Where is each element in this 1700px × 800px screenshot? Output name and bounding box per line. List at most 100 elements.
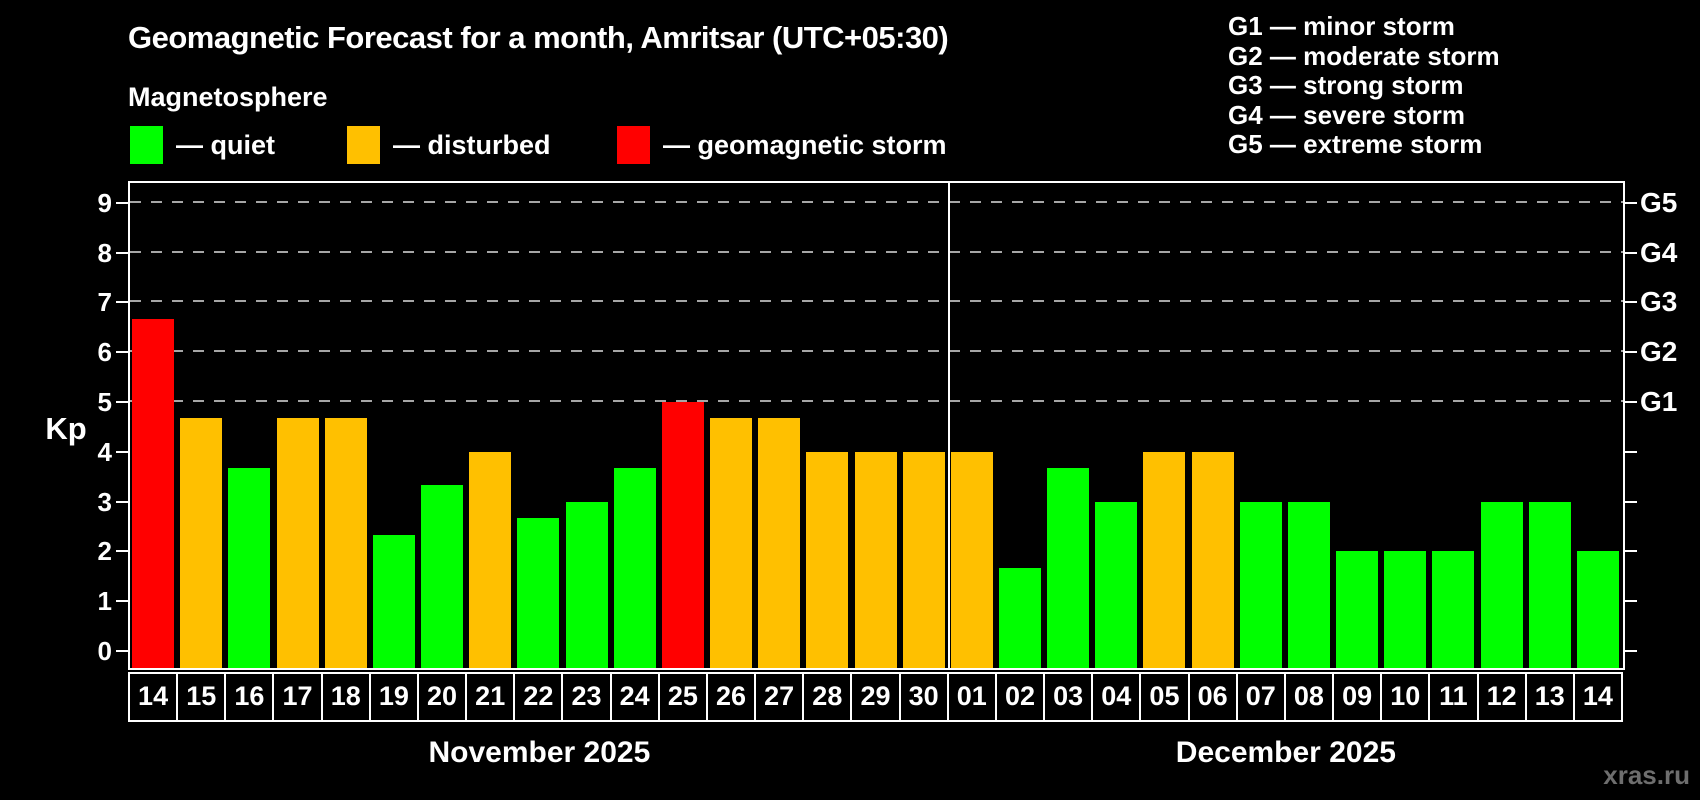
date-label: 25 <box>657 672 708 722</box>
date-label: 14 <box>1572 672 1623 722</box>
kp-gridline <box>130 200 1623 203</box>
legend-label: — disturbed <box>393 130 551 160</box>
y-tick-label: 0 <box>97 636 112 666</box>
kp-bar <box>613 468 656 668</box>
right-axis-tick <box>1624 201 1637 204</box>
kp-bar <box>1336 551 1379 668</box>
date-label: 08 <box>1283 672 1335 722</box>
kp-bar <box>998 567 1041 668</box>
y-tick-label: 4 <box>97 436 112 467</box>
storm-scale-g2: G2 — moderate storm <box>1228 40 1500 71</box>
storm-scale-g1: G1 — minor storm <box>1228 11 1455 41</box>
right-axis-tick <box>1624 500 1637 503</box>
month-label-november: November 2025 <box>428 736 651 769</box>
plot-inner <box>130 183 1623 668</box>
date-label: 04 <box>1091 672 1142 722</box>
kp-bar <box>902 451 945 668</box>
kp-bar <box>324 418 367 668</box>
date-label: 17 <box>272 672 323 722</box>
y-tick-label: 6 <box>97 337 112 368</box>
date-label: 11 <box>1428 672 1479 722</box>
kp-bar <box>469 451 512 668</box>
y-axis-tick <box>116 351 129 354</box>
quiet-color-swatch <box>130 126 163 164</box>
g-scale-label: G1 <box>1640 386 1678 417</box>
date-label: 13 <box>1524 672 1575 722</box>
kp-gridline <box>130 250 1623 253</box>
y-axis-tick <box>116 600 129 603</box>
kp-bar <box>1528 501 1571 668</box>
y-axis-tick <box>116 450 129 453</box>
kp-gridline <box>130 300 1623 303</box>
y-tick-label: 9 <box>97 187 112 218</box>
y-axis-tick <box>116 550 129 553</box>
legend-item-disturbed: — disturbed <box>347 126 551 164</box>
date-label: 28 <box>802 672 853 722</box>
y-tick-label: 8 <box>97 237 112 268</box>
kp-bar <box>1047 468 1090 668</box>
y-tick-label: 3 <box>97 486 112 517</box>
date-label: 07 <box>1235 672 1286 722</box>
right-axis-tick <box>1624 401 1637 403</box>
date-label: 30 <box>898 672 949 722</box>
legend-item-storm: — geomagnetic storm <box>617 126 947 164</box>
kp-bar <box>1287 501 1330 668</box>
kp-bar <box>950 451 993 668</box>
y-tick-label: 1 <box>97 586 112 617</box>
y-axis-tick <box>116 251 129 254</box>
date-label: 29 <box>850 672 901 722</box>
date-label: 06 <box>1187 672 1238 722</box>
y-tick-label: 5 <box>97 387 112 417</box>
chart-subtitle: Magnetosphere <box>128 82 328 112</box>
g-scale-label: G5 <box>1640 186 1678 218</box>
y-axis-tick <box>116 500 129 503</box>
storm-scale-g5: G5 — extreme storm <box>1228 129 1483 159</box>
kp-bar <box>806 451 849 668</box>
plot-area <box>128 181 1625 670</box>
kp-bar <box>1480 501 1523 668</box>
right-axis-tick <box>1624 351 1637 354</box>
right-axis-tick <box>1624 600 1637 603</box>
watermark: xras.ru <box>1603 760 1690 790</box>
kp-bar <box>228 468 271 668</box>
g-scale-label: G4 <box>1640 236 1678 268</box>
y-axis-tick <box>116 301 129 304</box>
right-axis-tick <box>1624 251 1637 254</box>
y-tick-label: 7 <box>97 287 112 318</box>
date-label: 03 <box>1043 672 1094 722</box>
kp-gridline <box>130 350 1623 353</box>
y-axis-tick <box>116 201 129 204</box>
kp-bar <box>854 451 897 668</box>
date-label: 12 <box>1476 672 1527 722</box>
kp-bar <box>1191 451 1234 668</box>
kp-bar <box>276 418 319 668</box>
y-axis-tick <box>116 401 129 403</box>
date-label: 24 <box>609 672 660 722</box>
g-scale-label: G3 <box>1640 286 1678 318</box>
kp-bar <box>1239 501 1282 668</box>
right-axis-tick <box>1624 550 1637 553</box>
date-label: 23 <box>561 672 612 722</box>
date-label: 15 <box>176 672 227 722</box>
right-axis-tick <box>1624 650 1637 652</box>
month-separator <box>947 183 950 668</box>
storm-scale-g4: G4 — severe storm <box>1228 99 1466 130</box>
legend-label: — quiet <box>176 130 275 160</box>
right-axis-tick <box>1624 450 1637 453</box>
kp-bar <box>1143 451 1186 668</box>
y-axis-tick <box>116 650 129 652</box>
storm-scale-g3: G3 — strong storm <box>1228 70 1464 100</box>
date-label: 27 <box>754 672 805 722</box>
kp-bar <box>1095 501 1138 668</box>
kp-bar <box>517 518 560 668</box>
y-tick-label: 2 <box>97 536 112 567</box>
date-label: 26 <box>705 672 757 722</box>
y-axis-title: Kp <box>45 411 87 446</box>
month-label-december: December 2025 <box>1175 736 1396 769</box>
legend-item-quiet: — quiet <box>130 126 275 164</box>
legend-label: — geomagnetic storm <box>663 130 947 160</box>
date-label: 19 <box>368 672 419 722</box>
date-label: 14 <box>128 672 179 722</box>
kp-bar <box>565 501 608 668</box>
